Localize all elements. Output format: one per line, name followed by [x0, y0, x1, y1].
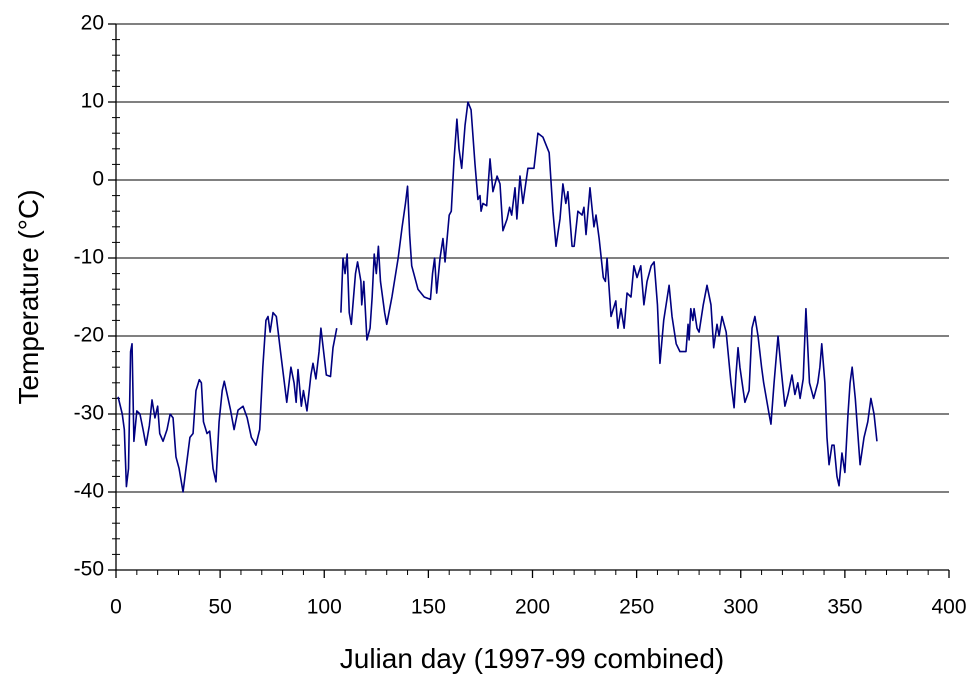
data-line	[117, 101, 878, 493]
x-tick-label: 400	[931, 596, 966, 619]
x-tick-label: 250	[619, 596, 654, 619]
x-tick-label: 50	[208, 596, 231, 619]
y-tick-label: 0	[92, 168, 104, 191]
x-axis-title: Julian day (1997-99 combined)	[340, 643, 724, 674]
y-tick-label: 10	[81, 90, 104, 113]
x-tick-label: 100	[307, 596, 342, 619]
x-tick-label: 150	[411, 596, 446, 619]
x-tick-label: 200	[515, 596, 550, 619]
y-tick-label: -40	[74, 480, 104, 503]
y-tick-label: -30	[74, 402, 104, 425]
x-tick-label: 350	[827, 596, 862, 619]
y-tick-label: -20	[74, 324, 104, 347]
y-tick-label: -50	[74, 558, 104, 581]
y-tick-label: 20	[81, 12, 104, 35]
x-tick-label: 300	[723, 596, 758, 619]
y-axis-title: Temperature (°C)	[13, 189, 44, 404]
y-tick-label: -10	[74, 246, 104, 269]
x-tick-label: 0	[110, 596, 122, 619]
